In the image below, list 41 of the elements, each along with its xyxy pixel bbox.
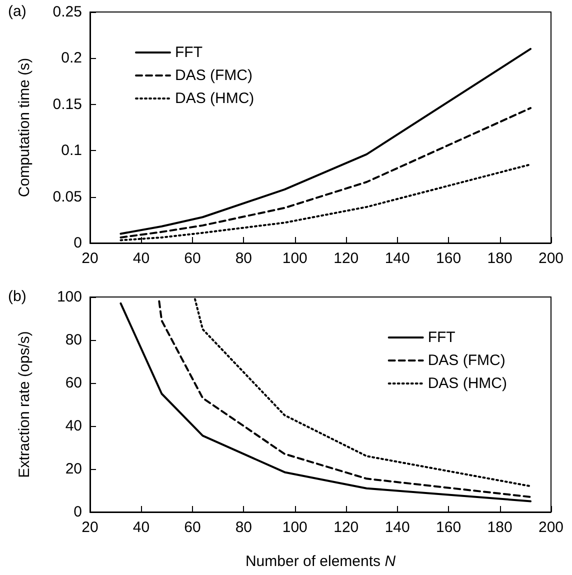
x-tick-label: 40 <box>132 519 150 536</box>
x-tick-label: 100 <box>282 250 308 267</box>
y-axis-title: Extraction rate (ops/s) <box>16 331 33 478</box>
text: (a) <box>8 3 26 20</box>
x-tick-label: 200 <box>538 519 564 536</box>
x-tick-label: 120 <box>334 250 359 267</box>
x-tick-label: 60 <box>184 250 201 267</box>
x-tick-label: 140 <box>384 519 410 536</box>
x-tick-label: 120 <box>334 519 359 536</box>
y-tick-label: 0 <box>74 504 82 520</box>
x-tick-label: 140 <box>384 250 410 267</box>
x-tick-label: 180 <box>487 250 512 267</box>
y-tick-label: 0.15 <box>52 96 82 113</box>
y-tick-label: 60 <box>65 374 82 392</box>
y-tick-label: 0 <box>74 234 82 252</box>
legend-label: DAS (FMC) <box>428 352 506 369</box>
x-tick-label: 60 <box>184 519 201 536</box>
legend-label: FFT <box>175 44 202 61</box>
legend-label: DAS (HMC) <box>175 90 254 107</box>
x-axis-title: Number of elements N <box>245 553 396 570</box>
x-tick-label: 80 <box>235 519 252 536</box>
y-tick-label: 0.2 <box>61 50 82 67</box>
y-tick-label: 80 <box>65 332 82 348</box>
text: (b) <box>8 288 26 305</box>
legend-label: DAS (HMC) <box>428 375 508 392</box>
x-tick-label: 100 <box>282 519 308 536</box>
legend-label: FFT <box>428 329 456 346</box>
x-tick-label: 200 <box>538 250 564 267</box>
y-tick-label: 20 <box>65 460 82 478</box>
x-tick-label: 180 <box>487 519 512 536</box>
legend-label: DAS (FMC) <box>175 67 252 84</box>
y-tick-label: 0.05 <box>52 188 82 206</box>
y-axis-title: Computation time (s) <box>16 58 33 198</box>
y-tick-label: 40 <box>65 418 82 434</box>
x-tick-label: 160 <box>436 519 462 536</box>
x-tick-label: 40 <box>132 250 150 267</box>
y-tick-label: 0.1 <box>61 142 82 160</box>
x-tick-label: 160 <box>436 250 462 267</box>
y-tick-label: 100 <box>56 288 82 306</box>
x-tick-label: 80 <box>235 250 252 267</box>
y-tick-label: 0.25 <box>52 4 82 20</box>
